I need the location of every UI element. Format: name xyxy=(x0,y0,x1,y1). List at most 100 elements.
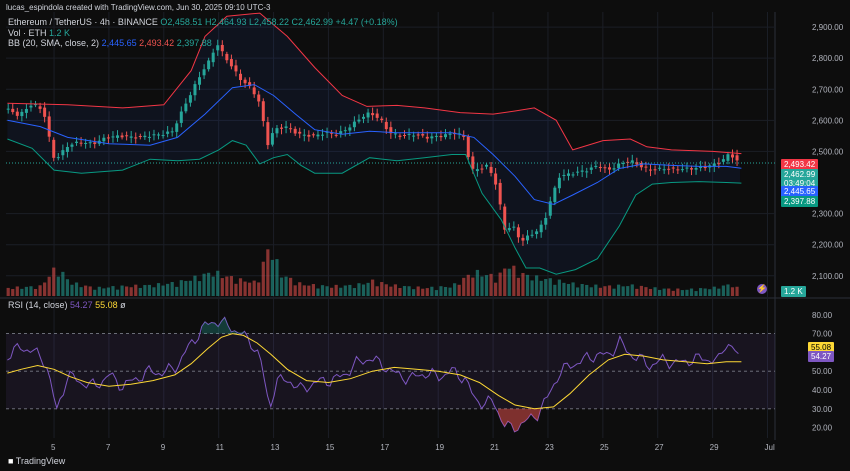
candle-body xyxy=(24,108,28,113)
author-line: lucas_espindola created with TradingView… xyxy=(6,3,271,12)
candle-body xyxy=(93,142,97,144)
candle-body xyxy=(106,137,110,139)
volume-bar xyxy=(416,286,420,296)
volume-bar xyxy=(361,284,366,296)
candle-body xyxy=(43,107,47,117)
volume-bar xyxy=(279,277,284,296)
volume-bar xyxy=(589,287,593,296)
volume-bar xyxy=(494,282,498,296)
alert-icon[interactable]: ⚡ xyxy=(757,284,767,294)
price-tick-label: 2,200.00 xyxy=(812,241,844,250)
volume-bar xyxy=(88,286,92,296)
volume-bar xyxy=(525,274,530,296)
candle-body xyxy=(284,126,288,128)
volume-bar xyxy=(229,276,234,296)
volume-bar xyxy=(639,285,643,296)
tradingview-logo[interactable]: ■ TradingView xyxy=(8,456,65,466)
volume-bar xyxy=(170,282,174,296)
volume-bar xyxy=(521,272,525,296)
candle-body xyxy=(703,166,707,169)
volume-bar xyxy=(566,283,571,296)
volume-bar xyxy=(421,288,425,296)
volume-bar xyxy=(480,276,484,296)
candle-body xyxy=(503,206,507,230)
volume-bar xyxy=(84,285,88,296)
symbol-legend[interactable]: Ethereum / TetherUS · 4h · BINANCE O2,45… xyxy=(8,17,398,27)
volume-bar xyxy=(143,285,147,296)
volume-bar xyxy=(544,278,548,296)
volume-bar xyxy=(202,273,206,296)
bollinger-upper-value: 2,493.42 xyxy=(139,38,175,48)
candle-body xyxy=(516,227,520,238)
bollinger-legend[interactable]: BB (20, SMA, close, 2) 2,445.65 2,493.42… xyxy=(8,38,212,48)
candle-body xyxy=(352,121,356,128)
volume-bar xyxy=(471,277,475,296)
candle-body xyxy=(61,150,65,156)
volume-bar xyxy=(503,268,507,296)
volume-bar xyxy=(238,278,243,296)
volume-bar xyxy=(371,279,375,296)
time-tick-label: 5 xyxy=(51,443,56,452)
tv-logo-icon: ■ xyxy=(8,456,14,466)
bollinger-lower-line xyxy=(7,138,742,275)
bollinger-basis-value: 2,445.65 xyxy=(101,38,137,48)
volume-bar xyxy=(38,285,42,296)
volume-bar xyxy=(412,289,416,296)
candle-body xyxy=(270,133,274,145)
rsi-extra: ø xyxy=(120,300,126,310)
candle-body xyxy=(662,169,666,171)
candle-body xyxy=(462,135,466,137)
candle-body xyxy=(339,131,343,134)
volume-bar xyxy=(457,284,461,296)
candle-body xyxy=(544,217,548,225)
volume-bar xyxy=(20,288,24,296)
volume-bar xyxy=(97,286,101,296)
candle-body xyxy=(152,134,156,136)
candle-body xyxy=(667,168,671,170)
rsi-legend[interactable]: RSI (14, close) 54.27 55.08 ø xyxy=(8,300,126,310)
volume-bar xyxy=(33,288,38,296)
volume-bar xyxy=(594,284,598,296)
volume-bar xyxy=(402,286,407,296)
bollinger-label: BB (20, SMA, close, 2) xyxy=(8,38,100,48)
volume-bar xyxy=(726,284,730,296)
volume-bar xyxy=(188,280,193,296)
candle-body xyxy=(316,134,320,137)
candle-body xyxy=(248,82,252,87)
volume-bar xyxy=(325,286,329,296)
volume-bar xyxy=(699,288,703,296)
ohlc-values: O2,458.51 H2,464.93 L2,458.22 C2,462.99 … xyxy=(160,17,398,27)
rsi-ma-line xyxy=(7,333,742,410)
candle-body xyxy=(275,128,279,134)
volume-bar xyxy=(384,284,388,296)
rsi-tick-label: 80.00 xyxy=(812,311,833,320)
candle-body xyxy=(280,127,284,129)
candle-body xyxy=(120,135,124,138)
candle-body xyxy=(630,160,634,163)
volume-bar xyxy=(635,288,639,296)
volume-bar xyxy=(93,289,97,296)
candle-body xyxy=(412,135,416,137)
candle-body xyxy=(79,142,83,144)
candle-body xyxy=(298,131,302,134)
volume-bar xyxy=(298,282,302,296)
time-tick-label: 9 xyxy=(161,443,166,452)
candle-body xyxy=(694,167,698,170)
candle-body xyxy=(348,127,352,131)
candle-body xyxy=(211,52,215,63)
volume-bar xyxy=(576,287,580,296)
volume-bar xyxy=(676,288,680,296)
bollinger-fill xyxy=(7,13,741,275)
rsi-tick-label: 20.00 xyxy=(812,424,833,433)
candle-body xyxy=(621,162,625,165)
volume-bar xyxy=(129,287,133,296)
time-tick-label: 7 xyxy=(106,443,111,452)
volume-bar xyxy=(708,289,712,296)
bollinger-lower-value: 2,397.88 xyxy=(176,38,212,48)
candle-body xyxy=(357,119,361,122)
volume-legend[interactable]: Vol · ETH 1.2 K xyxy=(8,28,70,38)
candle-body xyxy=(321,134,325,136)
candle-body xyxy=(166,131,170,134)
volume-bar xyxy=(6,287,10,296)
